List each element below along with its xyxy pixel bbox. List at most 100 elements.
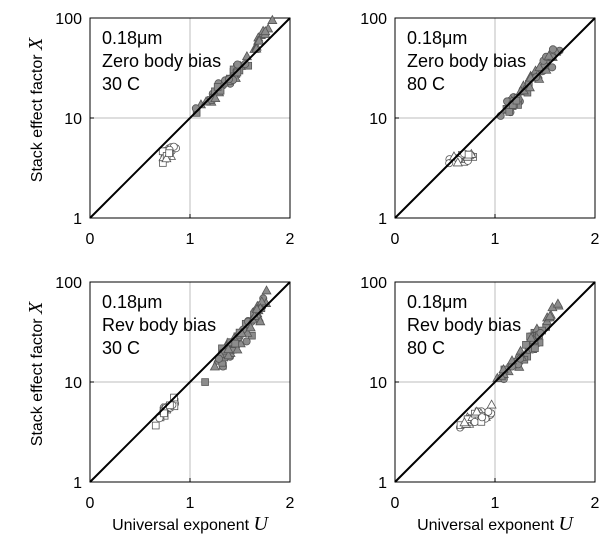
y-tick-label: 1	[378, 475, 387, 492]
y-tick-label: 100	[360, 275, 387, 292]
data-point	[151, 421, 160, 430]
y-axis-label-text: Stack effect factor	[29, 50, 46, 182]
y-tick-label: 1	[378, 211, 387, 228]
data-point	[548, 63, 557, 72]
reference-line	[89, 17, 291, 219]
y-tick-label: 1	[73, 475, 82, 492]
panel-annotation: 0.18μm	[407, 292, 467, 312]
data-point	[548, 45, 557, 54]
data-point	[524, 82, 535, 92]
data-point	[231, 339, 240, 348]
data-point	[251, 303, 262, 314]
data-point	[478, 413, 487, 422]
data-point	[242, 337, 251, 346]
panel-annotation: 80 C	[407, 338, 445, 358]
data-point	[486, 399, 497, 409]
data-point	[223, 343, 234, 353]
data-point	[232, 344, 243, 354]
y-tick-label: 1	[73, 211, 82, 228]
data-point	[245, 322, 256, 332]
data-point	[165, 149, 173, 158]
data-point	[160, 409, 168, 418]
panel-annotation: 30 C	[102, 338, 140, 358]
data-point	[254, 35, 265, 45]
data-point	[209, 361, 220, 371]
data-point	[543, 50, 554, 60]
data-point	[201, 378, 209, 386]
data-point	[526, 332, 537, 342]
x-axis-label-symbol: U	[558, 513, 574, 535]
scatter-series	[158, 14, 278, 167]
x-tick-label: 1	[186, 231, 195, 248]
y-axis-label-symbol: X	[25, 301, 47, 315]
y-axis-label-symbol: X	[25, 37, 47, 51]
panel-annotation: 80 C	[407, 74, 445, 94]
panel-annotation: 0.18μm	[102, 28, 162, 48]
panel-annotation: 30 C	[102, 74, 140, 94]
data-point	[484, 407, 493, 416]
data-point	[544, 310, 556, 320]
data-point	[260, 25, 271, 36]
data-point	[522, 341, 530, 349]
reference-line	[394, 281, 596, 483]
data-point	[233, 60, 242, 69]
panel-annotation: Rev body bias	[407, 315, 521, 335]
x-axis-label-symbol: U	[253, 513, 269, 535]
data-point	[210, 92, 221, 103]
reference-line	[394, 17, 596, 219]
y-tick-label: 100	[55, 11, 82, 28]
data-point	[223, 350, 234, 360]
data-point	[552, 298, 564, 308]
data-point	[471, 406, 482, 416]
x-tick-label: 1	[491, 231, 500, 248]
y-tick-label: 10	[64, 111, 82, 128]
data-point	[233, 68, 242, 77]
data-point	[255, 316, 266, 326]
y-axis-label: Stack effect factor X	[25, 301, 47, 446]
y-axis-label: Stack effect factor X	[25, 37, 47, 182]
panel-annotation: 0.18μm	[407, 28, 467, 48]
x-tick-label: 2	[286, 495, 295, 512]
x-tick-label: 0	[86, 231, 95, 248]
data-point	[470, 418, 479, 427]
data-point	[459, 417, 470, 427]
scatter-series	[151, 285, 272, 430]
data-point	[534, 61, 545, 72]
data-point	[256, 296, 267, 306]
y-tick-label: 100	[55, 275, 82, 292]
data-point	[516, 354, 525, 363]
x-axis-label: Universal exponent U	[417, 513, 574, 535]
data-point	[531, 344, 539, 353]
y-tick-label: 100	[360, 11, 387, 28]
reference-line	[89, 281, 291, 483]
panel-annotation: Zero body bias	[407, 51, 526, 71]
panel-annotation: Rev body bias	[102, 315, 216, 335]
data-point	[161, 153, 172, 163]
data-point	[261, 285, 272, 295]
x-tick-label: 1	[186, 495, 195, 512]
x-tick-label: 1	[491, 495, 500, 512]
data-point	[214, 354, 223, 363]
x-tick-label: 0	[391, 231, 400, 248]
data-point	[505, 108, 514, 116]
x-tick-label: 2	[286, 231, 295, 248]
x-axis-label: Universal exponent U	[112, 513, 269, 535]
x-tick-label: 0	[391, 495, 400, 512]
y-tick-label: 10	[369, 375, 387, 392]
x-tick-label: 2	[591, 231, 600, 248]
data-point	[452, 157, 463, 167]
x-tick-label: 0	[86, 495, 95, 512]
x-axis-label-text: Universal exponent	[417, 517, 558, 534]
y-tick-label: 10	[64, 375, 82, 392]
data-point	[267, 14, 278, 24]
y-tick-label: 10	[369, 111, 387, 128]
panel-annotation: Zero body bias	[102, 51, 221, 71]
panel-annotation: 0.18μm	[102, 292, 162, 312]
x-axis-label-text: Universal exponent	[112, 517, 253, 534]
y-axis-label-text: Stack effect factor	[29, 314, 46, 446]
